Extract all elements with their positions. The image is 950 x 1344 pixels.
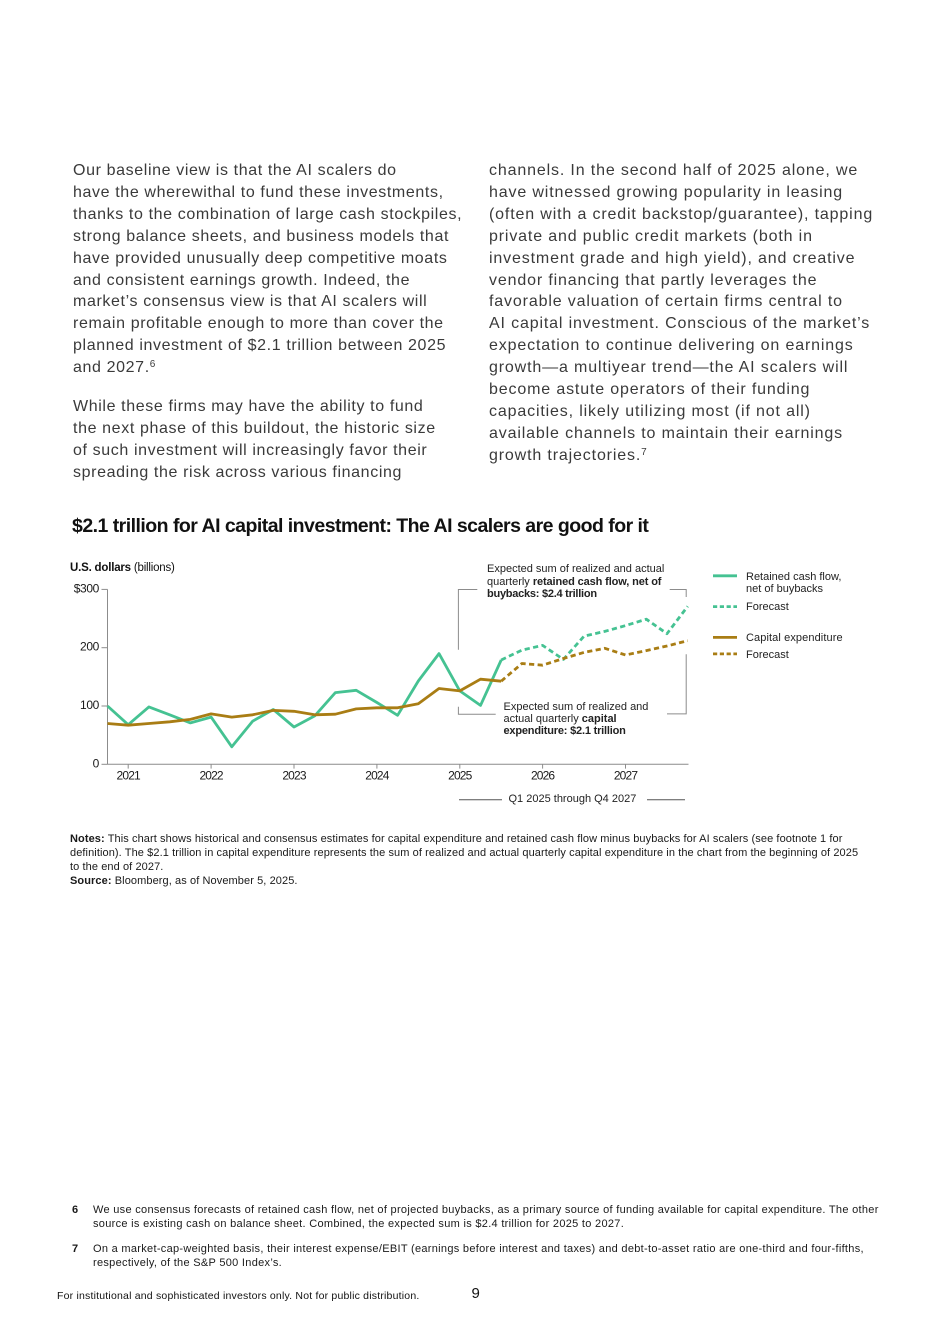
svg-text:100: 100 [80, 698, 100, 712]
svg-text:2022: 2022 [199, 769, 223, 783]
svg-text:2021: 2021 [117, 769, 141, 783]
svg-text:$300: $300 [74, 581, 100, 595]
svg-text:2026: 2026 [531, 769, 555, 783]
svg-text:2027: 2027 [614, 769, 638, 783]
svg-text:2025: 2025 [448, 769, 472, 783]
svg-text:0: 0 [93, 756, 100, 770]
svg-text:200: 200 [80, 640, 100, 654]
svg-text:2024: 2024 [365, 769, 389, 783]
svg-text:2023: 2023 [282, 769, 306, 783]
